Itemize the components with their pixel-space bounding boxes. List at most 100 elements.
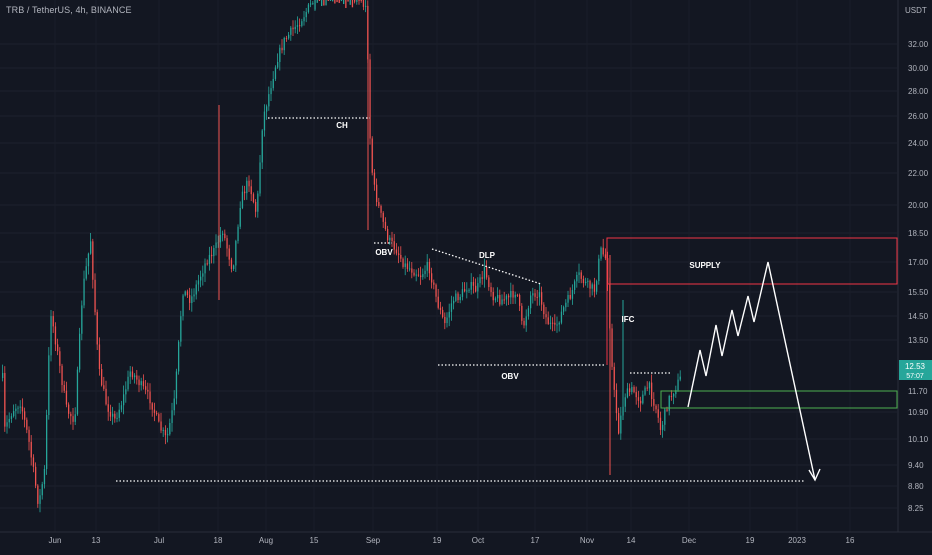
candle-body bbox=[466, 290, 468, 292]
candle-body bbox=[85, 266, 87, 279]
price-tick-label: 18.50 bbox=[908, 229, 929, 238]
candle-body bbox=[288, 34, 290, 39]
candle-body bbox=[129, 371, 131, 377]
candle-body bbox=[158, 414, 160, 422]
candle-body bbox=[578, 272, 580, 275]
candle-body bbox=[527, 308, 530, 317]
candle-body bbox=[376, 184, 378, 203]
candle-body bbox=[87, 253, 90, 267]
candle-body bbox=[222, 233, 224, 235]
candle-body bbox=[79, 333, 81, 370]
price-tick-label: 8.25 bbox=[908, 504, 924, 513]
candle-body bbox=[250, 186, 252, 195]
candle-body bbox=[549, 322, 552, 324]
candle-body bbox=[455, 293, 457, 301]
price-tick-label: 30.00 bbox=[908, 64, 929, 73]
time-axis: Jun 13 Jul 18 Aug 15 Sep 19 Oct 17 Nov 14 Dec 19 2023 1… bbox=[0, 531, 932, 545]
candle-body bbox=[457, 293, 459, 301]
time-tick-label: Sep bbox=[366, 536, 381, 545]
candle-body bbox=[659, 417, 662, 430]
candle-body bbox=[618, 413, 620, 434]
candle-body bbox=[347, 0, 349, 2]
candle-body bbox=[541, 292, 543, 305]
candle-body bbox=[46, 414, 48, 470]
candle-body bbox=[547, 317, 549, 324]
candle-body bbox=[657, 409, 659, 418]
price-tick-label: 26.00 bbox=[908, 112, 929, 121]
candle-body bbox=[464, 289, 466, 292]
time-tick-label: Jul bbox=[154, 536, 164, 545]
candle-body bbox=[37, 485, 39, 504]
candle-body bbox=[4, 373, 6, 427]
candle-body bbox=[224, 233, 226, 239]
supply-zone bbox=[606, 237, 898, 285]
candle-body bbox=[589, 280, 591, 289]
annotation-label: DLP bbox=[479, 251, 496, 260]
candle-body bbox=[563, 307, 565, 312]
time-tick-label: Oct bbox=[472, 536, 485, 545]
bar-countdown: 57:07 bbox=[906, 373, 924, 380]
price-candles bbox=[2, 0, 681, 513]
symbol-header: TRB / TetherUS, 4h, BINANCE bbox=[6, 5, 132, 15]
candle-body bbox=[305, 12, 307, 18]
grid-lines bbox=[0, 43, 897, 509]
time-tick-label: 16 bbox=[846, 536, 855, 545]
time-tick-label: 18 bbox=[214, 536, 223, 545]
candle-body bbox=[358, 0, 360, 1]
candle-body bbox=[103, 385, 105, 389]
trendline bbox=[431, 248, 542, 285]
candle-body bbox=[637, 397, 640, 401]
candle-body bbox=[545, 314, 547, 318]
candle-body bbox=[281, 47, 283, 51]
candle-body bbox=[323, 0, 325, 6]
chart-drawings: CH OBV DLP OBV SUPPLY IFC bbox=[116, 117, 898, 482]
candle-body bbox=[651, 382, 653, 400]
candle-body bbox=[552, 322, 554, 324]
candle-body bbox=[604, 254, 607, 259]
candle-body bbox=[112, 413, 114, 417]
candle-body bbox=[68, 404, 70, 414]
price-tick-label: 17.00 bbox=[908, 258, 929, 267]
candle-body bbox=[255, 201, 257, 212]
candle-body bbox=[109, 411, 112, 417]
candle-body bbox=[417, 274, 420, 276]
candle-body bbox=[444, 316, 446, 324]
candle-body bbox=[534, 293, 536, 297]
candle-body bbox=[532, 293, 534, 296]
candle-body bbox=[402, 258, 404, 267]
candle-body bbox=[219, 234, 222, 243]
candle-body bbox=[530, 295, 532, 309]
price-tick-label: 15.50 bbox=[908, 288, 929, 297]
candle-body bbox=[640, 400, 642, 404]
candle-body bbox=[294, 26, 296, 30]
candle-body bbox=[226, 238, 228, 249]
candle-body bbox=[237, 226, 239, 241]
time-tick-label: Nov bbox=[580, 536, 594, 545]
price-tick-label: 10.90 bbox=[908, 408, 929, 417]
candle-body bbox=[521, 305, 523, 321]
candle-body bbox=[147, 389, 149, 392]
candle-body bbox=[631, 387, 633, 393]
candle-body bbox=[149, 391, 151, 404]
candle-body bbox=[96, 312, 98, 345]
candle-body bbox=[184, 291, 186, 296]
candle-body bbox=[134, 375, 136, 378]
candle-body bbox=[30, 441, 32, 458]
candle-body bbox=[123, 394, 125, 406]
candle-body bbox=[334, 0, 336, 4]
candle-body bbox=[571, 289, 574, 299]
demand-zone bbox=[660, 390, 898, 409]
candle-body bbox=[24, 411, 26, 420]
candle-body bbox=[321, 0, 323, 7]
candle-body bbox=[426, 261, 428, 271]
candle-body bbox=[369, 59, 371, 139]
candle-body bbox=[299, 25, 301, 27]
candle-body bbox=[241, 191, 244, 208]
candle-body bbox=[475, 285, 477, 292]
candle-body bbox=[215, 242, 217, 249]
candle-body bbox=[156, 412, 158, 415]
candle-body bbox=[195, 284, 197, 295]
candle-body bbox=[576, 274, 578, 282]
